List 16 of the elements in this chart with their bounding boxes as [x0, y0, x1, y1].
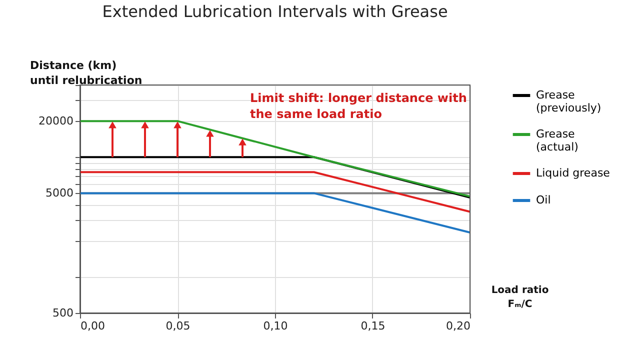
legend-label: Grease (previously) — [536, 88, 602, 114]
annotation: Limit shift: longer distance with the same load ratio — [250, 91, 467, 121]
x-axis-title: Load ratio Fₘ/C — [491, 285, 549, 310]
legend-label: Oil — [536, 194, 551, 206]
x-tick-label: 0,10 — [263, 320, 288, 332]
x-tick-label: 0,05 — [166, 320, 190, 332]
legend-label: Liquid grease — [536, 166, 610, 180]
chart-title: Extended Lubrication Intervals with Grease — [102, 2, 448, 21]
y-tick-label: 5000 — [46, 186, 74, 200]
legend-label: Grease (actual) — [536, 128, 578, 154]
x-tick-label: 0,20 — [446, 320, 470, 332]
y-tick-label: 20000 — [38, 114, 74, 128]
y-axis-title: Distance (km) until relubrication — [30, 59, 142, 87]
x-tick-label: 0,00 — [80, 320, 105, 332]
y-tick-label: 500 — [52, 306, 74, 320]
x-tick-label: 0,15 — [360, 320, 386, 332]
